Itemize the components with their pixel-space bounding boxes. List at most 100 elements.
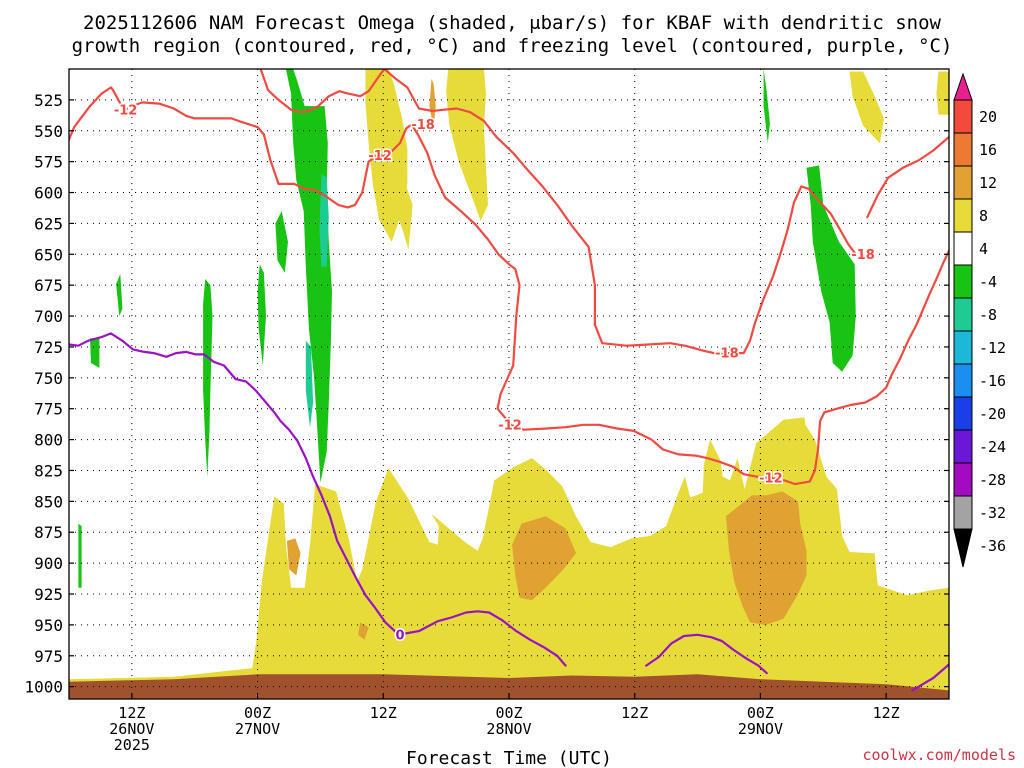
shaded-region [725,491,807,625]
colorbar-cap-top [953,72,973,101]
contour-line [645,633,768,675]
shaded-region [90,338,100,368]
x-tick-label: 00Z [244,704,271,722]
contour-line [911,663,949,692]
colorbar-label: -4 [979,273,997,291]
x-tick-label: 00Z [747,704,774,722]
contour-line [69,332,567,667]
shaded-region [257,264,266,366]
x-tick-label: 28NOV [486,720,531,738]
shaded-region [116,274,123,317]
colorbar-swatch [953,99,973,134]
y-tick-label: 725 [34,338,63,357]
y-tick-label: 700 [34,307,63,326]
colorbar-swatch [953,363,973,398]
colorbar-swatch [953,264,973,299]
x-tick-label: 00Z [495,704,522,722]
shaded-region [512,516,576,601]
colorbar-label: 16 [979,141,997,159]
shaded-region [936,71,949,115]
contour-label: -18 [715,347,739,362]
colorbar-swatch [953,297,973,332]
shaded-region [429,78,436,129]
shaded-region [275,211,288,273]
colorbar-label: -28 [979,471,1006,489]
shaded-region [69,674,949,699]
shaded-region [358,622,369,640]
y-tick-label: 800 [34,431,63,450]
colorbar-cap-bottom [953,528,973,568]
shaded-region [286,538,301,576]
shaded-region [446,69,488,221]
y-tick-label: 575 [34,153,63,172]
x-tick-label: 27NOV [235,720,280,738]
x-tick-label: 12Z [621,704,648,722]
colorbar-swatch [953,132,973,167]
x-tick-label: 29NOV [738,720,783,738]
y-tick-label: 850 [34,492,63,511]
shaded-region [806,165,856,372]
colorbar-label: -16 [979,372,1006,390]
shaded-region [305,340,314,428]
y-tick-label: 925 [34,585,63,604]
chart-title-line-2: growth region (contoured, red, °C) and f… [72,35,953,57]
colorbar-swatch [953,462,973,497]
x-tick-label: 2025 [114,736,150,754]
y-tick-label: 825 [34,461,63,480]
y-tick-label: 750 [34,369,63,388]
contour-labels: -12 -12 -18 -12 -18 -12 -18 0 [112,102,876,645]
colorbar-swatch [953,330,973,365]
colorbar-label: 20 [979,108,997,126]
contour-label: -18 [411,118,435,133]
y-tick-label: 775 [34,400,63,419]
colorbar-swatch [953,198,973,233]
chart-title-line-1: 2025112606 NAM Forecast Omega (shaded, μ… [83,12,941,34]
contour-line [69,86,949,486]
x-tick-label: 12Z [873,704,900,722]
credit-text: coolwx.com/models [862,746,1016,764]
contour-line [866,135,949,219]
colorbar-swatch [953,495,973,530]
colorbar: 20 16 12 8 4 -4 -8 -12 -16 -20 -24 -28 -32 -36 [953,72,1006,568]
contour-label: -12 [368,149,392,164]
contour-label: -18 [851,248,875,263]
colorbar-label: -32 [979,504,1006,522]
y-tick-label: 550 [34,122,63,141]
y-tick-label: 675 [34,276,63,295]
colorbar-label: -20 [979,405,1006,423]
colorbar-label: 8 [979,207,988,225]
contour-label: -12 [759,471,783,486]
x-tick-label: 12Z [118,704,145,722]
colorbar-label: -24 [979,438,1006,456]
contour-label: -12 [498,418,522,433]
colorbar-label: -36 [979,537,1006,555]
y-tick-label: 625 [34,214,63,233]
contour-label: -12 [114,103,138,118]
y-tick-label: 975 [34,647,63,666]
temperature-contours [69,69,949,692]
y-tick-label: 875 [34,523,63,542]
colorbar-label: 4 [979,240,988,258]
y-tick-label: 900 [34,554,63,573]
y-tick-label: 600 [34,184,63,203]
contour-line [259,69,858,356]
colorbar-label: -12 [979,339,1006,357]
shaded-region [393,183,413,250]
y-tick-label: 1000 [24,678,63,697]
colorbar-label: 12 [979,174,997,192]
omega-shading [69,69,949,699]
y-tick-label: 525 [34,91,63,110]
x-tick-label: 12Z [370,704,397,722]
contour-label: 0 [396,628,405,643]
x-tick-label: 26NOV [109,720,154,738]
colorbar-swatch [953,396,973,431]
shaded-region [849,71,884,144]
y-tick-label: 950 [34,616,63,635]
colorbar-swatch [953,429,973,464]
y-axis: 525 550 575 600 625 650 675 700 725 750 775 800 825 8… [24,91,949,697]
shaded-region [69,417,949,699]
shaded-region [763,69,770,144]
x-axis-title: Forecast Time (UTC) [406,748,612,768]
